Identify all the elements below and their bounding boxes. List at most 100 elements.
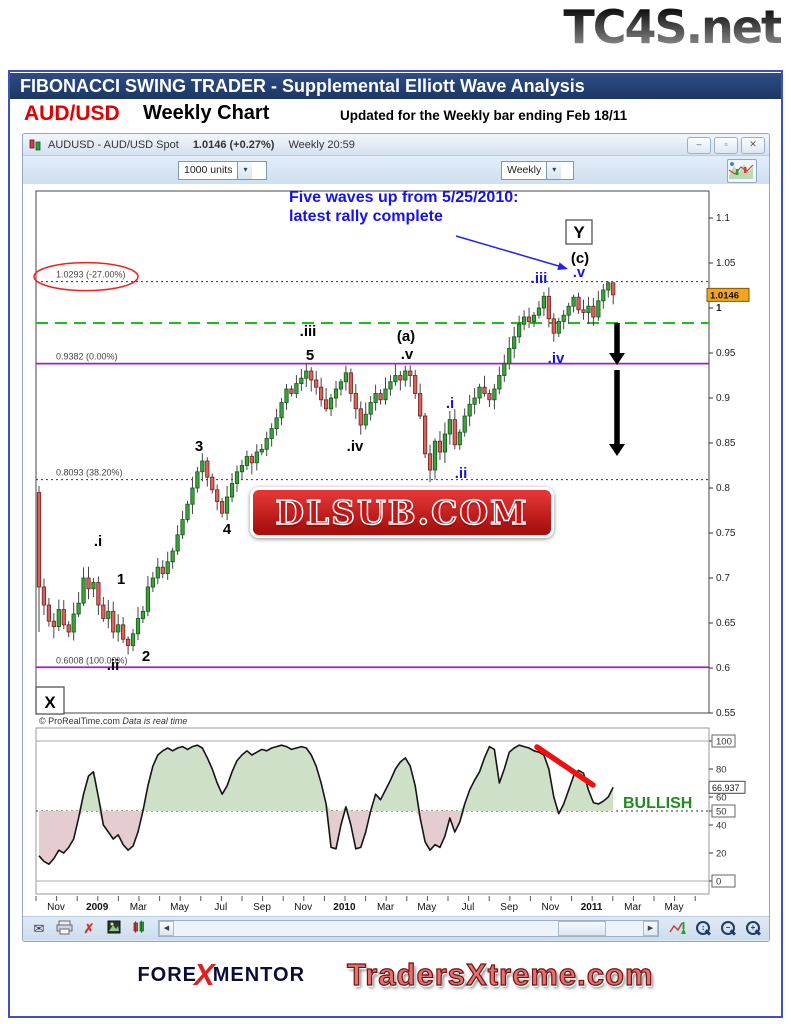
svg-text:1.1: 1.1 bbox=[716, 213, 730, 224]
maximize-button[interactable]: ▫ bbox=[714, 137, 738, 154]
svg-text:0.6008 (100.00%): 0.6008 (100.00%) bbox=[56, 655, 128, 665]
svg-text:Nov: Nov bbox=[47, 902, 65, 913]
time-scrollbar[interactable]: ◀ ▶ bbox=[158, 920, 659, 937]
svg-text:© ProRealTime.com Data is re: © ProRealTime.com Data is real time bbox=[39, 716, 187, 726]
svg-text:Sep: Sep bbox=[500, 902, 518, 913]
pair-label: AUD/USD bbox=[24, 102, 120, 125]
svg-text:0.9: 0.9 bbox=[716, 393, 730, 404]
svg-text:2009: 2009 bbox=[86, 902, 109, 913]
candle-chart-icon[interactable] bbox=[129, 920, 149, 937]
svg-text:2010: 2010 bbox=[333, 902, 356, 913]
minimize-button[interactable]: – bbox=[687, 137, 711, 154]
window-titlebar[interactable]: AUDUSD - AUD/USD Spot 1.0146 (+0.27%) We… bbox=[23, 134, 769, 156]
svg-text:0.95: 0.95 bbox=[716, 348, 736, 359]
tradersxtreme-logo[interactable]: TradersXtreme.com bbox=[346, 956, 654, 992]
svg-text:Nov: Nov bbox=[542, 902, 560, 913]
svg-text:X: X bbox=[44, 693, 56, 712]
page-frame: FIBONACCI SWING TRADER - Supplemental El… bbox=[8, 70, 783, 1018]
svg-text:0.8093 (38.20%): 0.8093 (38.20%) bbox=[56, 468, 123, 478]
svg-text:4: 4 bbox=[223, 521, 232, 538]
svg-text:0.85: 0.85 bbox=[716, 438, 736, 449]
svg-text:0.65: 0.65 bbox=[716, 618, 736, 629]
svg-text:.iii: .iii bbox=[300, 323, 317, 340]
svg-text:Sep: Sep bbox=[253, 902, 271, 913]
email-icon[interactable]: ✉ bbox=[33, 921, 45, 936]
svg-text:5: 5 bbox=[306, 347, 314, 364]
forexmentor-logo[interactable]: FOREXMENTOR bbox=[137, 957, 306, 992]
svg-text:.ii: .ii bbox=[455, 465, 468, 482]
svg-text:0.7: 0.7 bbox=[716, 573, 730, 584]
svg-text:BULLISH: BULLISH bbox=[623, 795, 692, 812]
svg-text:60: 60 bbox=[716, 793, 727, 804]
svg-text:Y: Y bbox=[573, 223, 585, 242]
svg-text:.v: .v bbox=[401, 346, 414, 363]
updated-label: Updated for the Weekly bar ending Feb 18… bbox=[340, 108, 628, 123]
scroll-left-icon[interactable]: ◀ bbox=[159, 921, 174, 936]
svg-text:Jul: Jul bbox=[462, 902, 475, 913]
chart-style-button[interactable] bbox=[727, 159, 757, 183]
print-icon[interactable] bbox=[54, 920, 74, 937]
candles-layer bbox=[36, 281, 616, 655]
svg-text:0.9382 (0.00%): 0.9382 (0.00%) bbox=[56, 352, 118, 362]
svg-text:Nov: Nov bbox=[294, 902, 312, 913]
report-title: FIBONACCI SWING TRADER - Supplemental El… bbox=[10, 73, 781, 99]
chart-toolbar: 1000 units ▾ Weekly ▾ bbox=[23, 156, 769, 184]
svg-text:0: 0 bbox=[716, 877, 721, 888]
dlsub-watermark: DLSUB.COM bbox=[250, 487, 554, 538]
svg-text:.iii: .iii bbox=[531, 270, 548, 287]
units-dropdown[interactable]: 1000 units ▾ bbox=[178, 161, 267, 180]
delete-icon[interactable]: ✗ bbox=[83, 921, 95, 936]
window-title-period: Weekly 20:59 bbox=[288, 138, 355, 151]
svg-text:80: 80 bbox=[716, 765, 727, 776]
close-button[interactable]: ✕ bbox=[741, 137, 765, 154]
export-image-icon[interactable] bbox=[104, 920, 124, 937]
auto-scale-icon[interactable] bbox=[668, 920, 688, 937]
svg-text:May: May bbox=[170, 902, 189, 913]
svg-text:0.6: 0.6 bbox=[716, 663, 730, 674]
svg-text:.i: .i bbox=[446, 395, 454, 412]
footer: FOREXMENTOR TradersXtreme.com bbox=[10, 956, 781, 993]
scroll-right-icon[interactable]: ▶ bbox=[643, 921, 658, 936]
svg-text:100: 100 bbox=[716, 737, 732, 748]
zoom-in-icon[interactable]: + bbox=[743, 920, 763, 938]
chevron-down-icon[interactable]: ▾ bbox=[546, 162, 562, 179]
svg-text:2011: 2011 bbox=[581, 902, 603, 913]
svg-text:0.8: 0.8 bbox=[716, 483, 730, 494]
chevron-down-icon[interactable]: ▾ bbox=[237, 162, 253, 179]
price-chart[interactable]: 1.0293 (-27.00%) 0.9382 (0.00%) 0.8093 (38… bbox=[23, 184, 769, 916]
subheader: AUD/USD Weekly Chart Updated for the Wee… bbox=[10, 100, 781, 131]
svg-text:Five waves up from 5/25/2010:: Five waves up from 5/25/2010: bbox=[289, 189, 518, 206]
svg-text:1.0146: 1.0146 bbox=[710, 290, 739, 301]
bottom-toolbar: ✉ ✗ ◀ ▶ bbox=[23, 916, 769, 940]
svg-text:0.75: 0.75 bbox=[716, 528, 736, 539]
zoom-vertical-icon[interactable]: ↕ bbox=[693, 920, 713, 938]
svg-text:(a): (a) bbox=[397, 328, 415, 345]
svg-text:Mar: Mar bbox=[130, 902, 148, 913]
svg-text:latest rally complete: latest rally complete bbox=[289, 208, 443, 225]
svg-text:50: 50 bbox=[716, 807, 727, 818]
candlestick-icon bbox=[29, 139, 41, 151]
svg-text:.ii: .ii bbox=[107, 657, 120, 674]
svg-text:.i: .i bbox=[94, 533, 102, 550]
svg-text:.iv: .iv bbox=[347, 438, 364, 455]
svg-text:2: 2 bbox=[142, 648, 150, 665]
window-title-price: 1.0146 (+0.27%) bbox=[192, 138, 275, 151]
svg-text:May: May bbox=[665, 902, 684, 913]
tc4s-logo: TC4S.net bbox=[563, 0, 783, 54]
window-title-symbol: AUDUSD - AUD/USD Spot bbox=[48, 138, 179, 151]
period-dropdown[interactable]: Weekly ▾ bbox=[501, 161, 574, 180]
svg-text:.v: .v bbox=[573, 264, 586, 281]
svg-text:Mar: Mar bbox=[624, 902, 642, 913]
svg-text:Mar: Mar bbox=[377, 902, 395, 913]
svg-text:1: 1 bbox=[117, 571, 125, 588]
svg-text:1: 1 bbox=[716, 303, 722, 314]
chart-type-label: Weekly Chart bbox=[143, 102, 270, 124]
chart-window: AUDUSD - AUD/USD Spot 1.0146 (+0.27%) We… bbox=[22, 133, 770, 942]
zoom-out-icon[interactable]: − bbox=[718, 920, 738, 938]
svg-text:3: 3 bbox=[195, 438, 203, 455]
scrollbar-thumb[interactable] bbox=[558, 921, 607, 936]
svg-text:66.937: 66.937 bbox=[712, 783, 740, 793]
svg-text:0.55: 0.55 bbox=[716, 708, 736, 719]
svg-text:(c): (c) bbox=[571, 250, 589, 267]
svg-text:20: 20 bbox=[716, 849, 727, 860]
